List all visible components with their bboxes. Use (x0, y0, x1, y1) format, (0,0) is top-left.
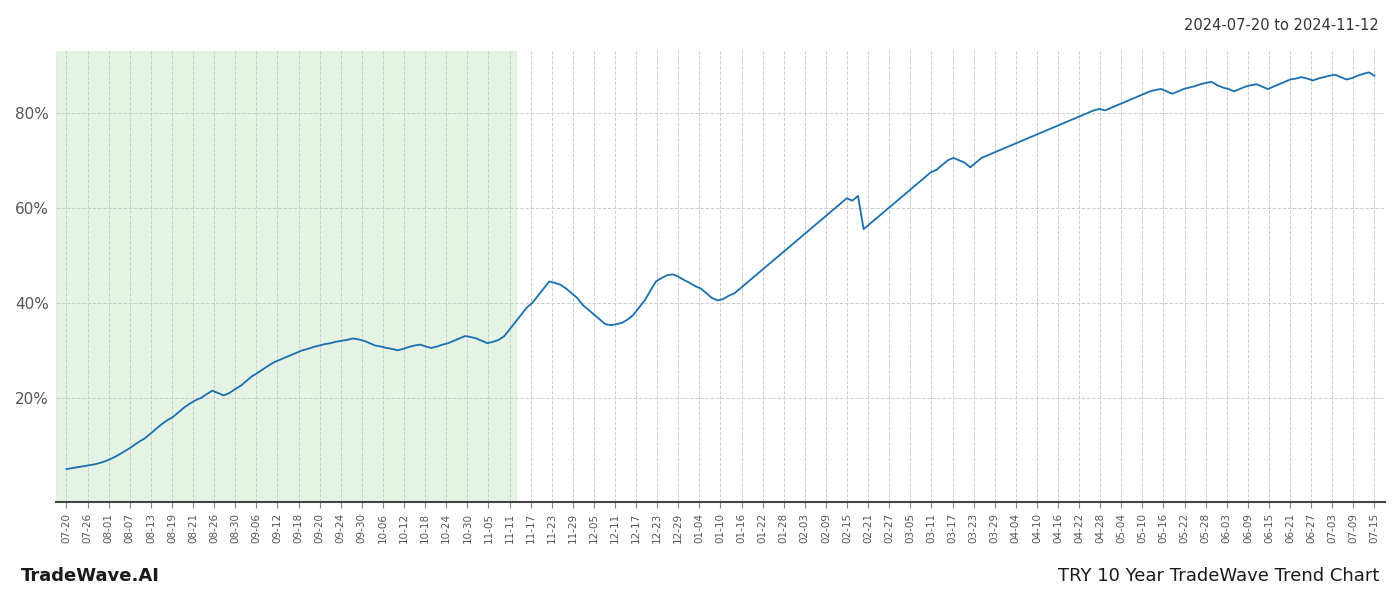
Bar (56, 51, 515, 502)
Text: TRY 10 Year TradeWave Trend Chart: TRY 10 Year TradeWave Trend Chart (1057, 567, 1379, 585)
Text: 2024-07-20 to 2024-11-12: 2024-07-20 to 2024-11-12 (1184, 18, 1379, 33)
Text: TradeWave.AI: TradeWave.AI (21, 567, 160, 585)
